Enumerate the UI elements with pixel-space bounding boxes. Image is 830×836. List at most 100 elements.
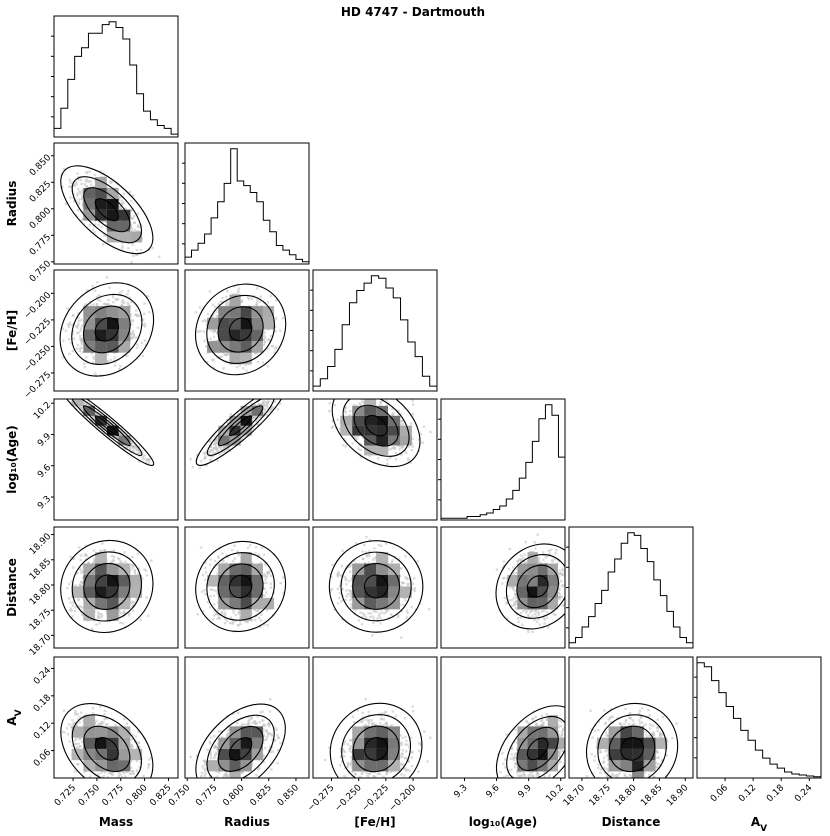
sample-point xyxy=(86,289,89,292)
sample-point xyxy=(225,449,229,452)
sample-point xyxy=(81,210,84,213)
contour-line xyxy=(71,176,142,244)
sample-point xyxy=(336,418,339,422)
sample-point xyxy=(77,604,80,608)
density-cell xyxy=(388,435,400,446)
sample-point xyxy=(110,181,114,184)
density-cell xyxy=(106,209,119,221)
sample-point xyxy=(131,254,135,257)
density-cell xyxy=(240,329,252,342)
sample-point xyxy=(401,445,405,448)
sample-point xyxy=(202,330,205,333)
sample-point xyxy=(143,312,146,316)
density-cell xyxy=(218,425,230,436)
sample-point xyxy=(368,454,371,458)
density-cell xyxy=(207,317,219,330)
contour-line xyxy=(342,399,410,457)
sample-point xyxy=(279,402,282,405)
sample-point xyxy=(132,446,135,449)
sample-point xyxy=(75,347,78,350)
density-cell xyxy=(229,435,241,446)
density-cell xyxy=(130,231,143,243)
sample-point xyxy=(267,399,270,401)
sample-point xyxy=(391,407,394,410)
sample-point xyxy=(80,190,84,194)
sample-point xyxy=(76,324,79,328)
sample-point xyxy=(74,393,76,395)
sample-point xyxy=(158,255,161,259)
density-cell xyxy=(262,306,275,318)
sample-point xyxy=(121,300,124,304)
sample-point xyxy=(119,621,122,624)
sample-point xyxy=(225,418,229,421)
sample-point xyxy=(352,435,355,438)
sample-point xyxy=(81,581,84,584)
sample-point xyxy=(255,301,259,304)
pair-panel: −0.275−0.250−0.225−0.200 xyxy=(23,269,179,401)
sample-point xyxy=(126,302,129,305)
sample-point xyxy=(146,295,150,298)
sample-point xyxy=(348,409,352,413)
panel-frame xyxy=(53,398,179,521)
sample-point xyxy=(74,392,76,394)
sample-point xyxy=(265,404,268,408)
sample-point xyxy=(74,396,76,398)
sample-point xyxy=(100,220,103,223)
hist-series xyxy=(696,662,822,778)
sample-point xyxy=(71,332,74,336)
sample-point xyxy=(82,362,86,365)
sample-point xyxy=(71,393,73,395)
sample-point xyxy=(403,407,407,410)
sample-point xyxy=(100,615,104,618)
sample-point xyxy=(112,560,115,563)
sample-point xyxy=(214,446,217,449)
sample-point xyxy=(211,450,214,453)
sample-point xyxy=(266,301,270,304)
sample-point xyxy=(118,205,121,208)
sample-point xyxy=(78,349,82,353)
sample-point xyxy=(268,339,272,343)
sample-point xyxy=(127,445,130,448)
sample-point xyxy=(212,366,216,370)
sample-point xyxy=(91,228,95,232)
y-tick-label: 9.6 xyxy=(36,463,53,480)
density-cell xyxy=(251,405,263,416)
sample-point xyxy=(263,407,266,411)
sample-point xyxy=(93,561,96,565)
sample-point xyxy=(81,351,84,354)
sample-point xyxy=(92,549,96,552)
sample-point xyxy=(409,461,412,464)
sample-point xyxy=(68,352,71,355)
sample-point xyxy=(69,181,72,184)
sample-point xyxy=(91,285,95,288)
density-cell xyxy=(376,425,389,436)
sample-point xyxy=(220,449,223,452)
sample-point xyxy=(131,441,134,445)
contour-line xyxy=(60,165,154,255)
sample-point xyxy=(368,394,370,396)
density-cell xyxy=(95,415,107,426)
sample-point xyxy=(116,298,120,301)
density-cell xyxy=(229,425,241,436)
sample-point xyxy=(89,183,93,186)
sample-point xyxy=(265,403,269,407)
sample-point xyxy=(148,248,151,251)
sample-point xyxy=(112,359,116,362)
sample-point xyxy=(215,448,219,451)
density-cell xyxy=(83,329,96,342)
sample-point xyxy=(275,298,278,302)
sample-point xyxy=(77,200,81,204)
sample-point xyxy=(135,598,138,601)
sample-point xyxy=(88,170,91,173)
sample-point xyxy=(88,180,91,183)
sample-point xyxy=(205,323,208,327)
sample-point xyxy=(108,286,111,289)
sample-point xyxy=(344,445,348,448)
sample-point xyxy=(151,246,154,250)
contour-line xyxy=(228,317,253,342)
sample-point xyxy=(402,419,405,423)
panel-frame xyxy=(568,526,694,649)
sample-point xyxy=(105,276,109,279)
hist-panel xyxy=(182,142,310,265)
